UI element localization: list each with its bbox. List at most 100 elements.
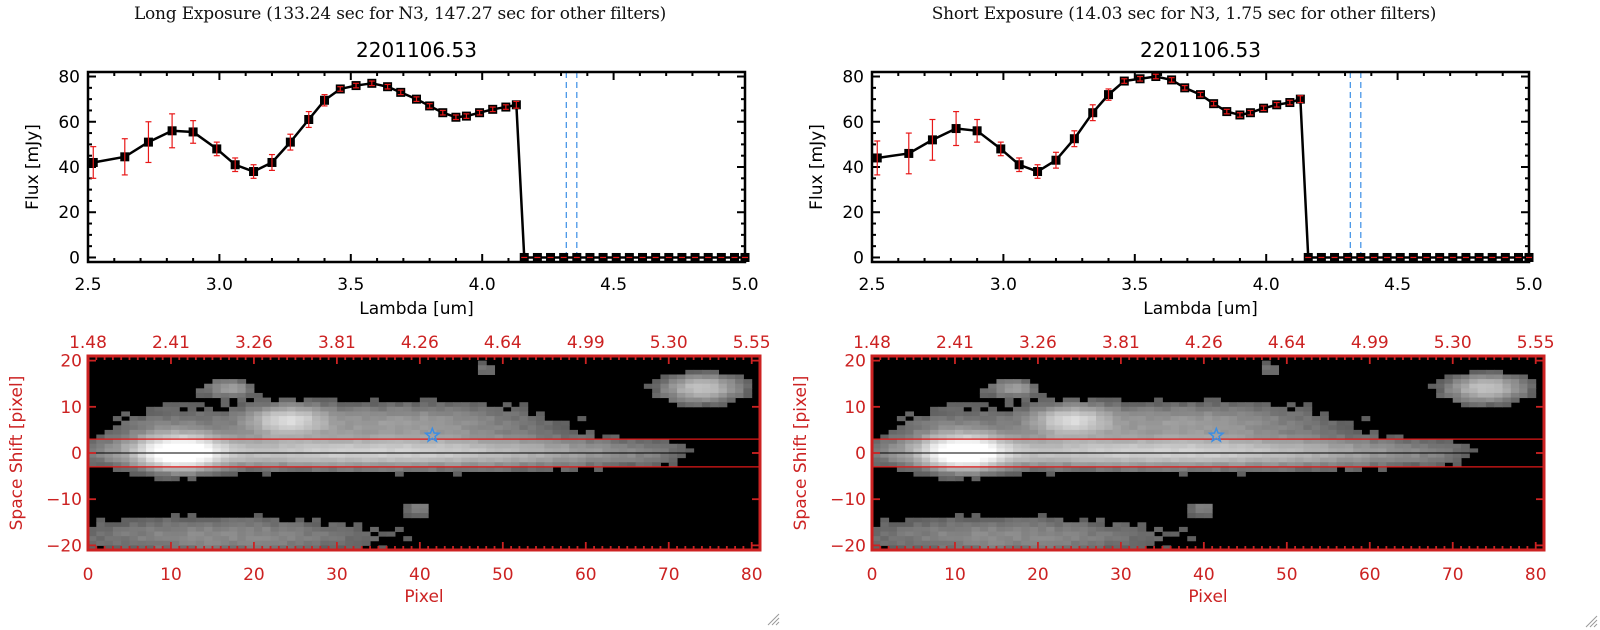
image-pixel: [229, 406, 238, 412]
image-pixel: [220, 522, 230, 528]
image-pixel: [1071, 466, 1080, 472]
image-pixel: [121, 517, 130, 523]
image-pixel: [253, 434, 263, 440]
image-pixel: [154, 439, 164, 445]
image-pixel: [1519, 379, 1528, 385]
image-pixel: [971, 471, 981, 477]
image-pixel: [1046, 411, 1056, 417]
image-pixel: [262, 434, 272, 440]
image-pixel: [1303, 448, 1313, 454]
image-pixel: [963, 536, 973, 542]
image-pixel: [370, 526, 379, 533]
image-pixel: [1071, 462, 1080, 468]
image-pixel: [245, 406, 255, 412]
image-pixel: [312, 536, 321, 542]
image-pixel: [1253, 411, 1263, 417]
image-pixel: [1087, 453, 1097, 459]
image-pixel: [179, 522, 189, 528]
image-pixel: [129, 416, 139, 422]
image-pixel: [187, 420, 197, 426]
image-pixel: [1037, 466, 1047, 472]
image-pixel: [295, 517, 305, 523]
image-pixel: [979, 411, 989, 417]
image-pixel: [1195, 462, 1205, 468]
image-pixel: [1037, 448, 1047, 454]
image-pixel: [1311, 466, 1321, 472]
image-pixel: [536, 443, 545, 449]
image-pixel: [419, 434, 429, 440]
image-pixel: [1361, 434, 1371, 440]
image-pixel: [295, 540, 305, 546]
image-pixel: [988, 517, 997, 523]
image-pixel: [1353, 462, 1362, 468]
image-pixel: [295, 406, 305, 412]
image-pixel: [1411, 457, 1421, 463]
image-pixel: [1096, 540, 1105, 546]
image-pixel: [988, 526, 997, 533]
image-pixel: [1137, 420, 1147, 426]
image-pixel: [253, 513, 263, 519]
image-pixel: [361, 439, 371, 445]
image-pixel: [1129, 457, 1138, 463]
resize-grip-icon[interactable]: [1584, 614, 1598, 628]
image-pixel: [1361, 462, 1371, 468]
image-pixel: [1071, 397, 1080, 403]
image-pixel: [988, 448, 997, 454]
image-pixel: [461, 443, 471, 449]
image-pixel: [1071, 425, 1080, 431]
image-pixel: [938, 471, 948, 477]
image-pixel: [1079, 522, 1089, 528]
image-pixel: [229, 411, 238, 417]
image-pixel: [411, 416, 421, 422]
image-pixel: [104, 545, 114, 551]
image-pixel: [1004, 471, 1014, 477]
image-pixel: [1162, 416, 1172, 422]
image-pixel: [1261, 462, 1271, 468]
image-pixel: [971, 462, 981, 468]
image-pixel: [1411, 443, 1421, 449]
image-pixel: [1510, 397, 1520, 403]
image-pixel: [1104, 457, 1114, 463]
resize-grip-icon[interactable]: [766, 612, 780, 626]
image-pixel: [1203, 420, 1213, 426]
image-pixel: [428, 420, 437, 426]
image-pixel: [1303, 411, 1313, 417]
image-pixel: [436, 434, 446, 440]
image-pixel: [1170, 466, 1180, 472]
image-pixel: [146, 453, 155, 459]
image-pixel: [1087, 466, 1097, 472]
image-pixel: [278, 453, 288, 459]
image-pixel: [1212, 462, 1221, 468]
image-pixel: [930, 540, 939, 546]
image-pixel: [880, 536, 890, 542]
image-pixel: [1037, 457, 1047, 463]
image-pixel: [195, 420, 205, 426]
image-pixel: [668, 453, 678, 459]
image-pixel: [419, 508, 429, 514]
image-pixel: [1054, 420, 1064, 426]
image-pixel: [345, 526, 354, 533]
image-pixel: [229, 383, 238, 389]
image-pixel: [1154, 420, 1163, 426]
image-pixel: [262, 540, 272, 546]
image-pixel: [386, 434, 396, 440]
image-pixel: [1237, 425, 1246, 431]
image-pixel: [411, 513, 421, 519]
image-pixel: [411, 434, 421, 440]
image-pixel: [930, 536, 939, 542]
image-pixel: [1178, 416, 1188, 422]
image-pixel: [154, 536, 164, 542]
image-pixel: [1137, 531, 1147, 537]
image-pixel: [411, 448, 421, 454]
image-pixel: [1037, 522, 1047, 528]
image-pixel: [146, 448, 155, 454]
image-pixel: [278, 545, 288, 551]
image-pixel: [652, 383, 661, 389]
image-pixel: [1154, 402, 1163, 408]
image-pixel: [262, 416, 272, 422]
image-pixel: [253, 406, 263, 412]
image-pixel: [905, 429, 914, 436]
image-pixel: [1104, 420, 1114, 426]
image-pixel: [701, 392, 711, 399]
spectrum-chart-long: 2201106.532.5 3.0 3.5 4.0 4.5 5.0020406080Lam…: [23, 38, 759, 319]
